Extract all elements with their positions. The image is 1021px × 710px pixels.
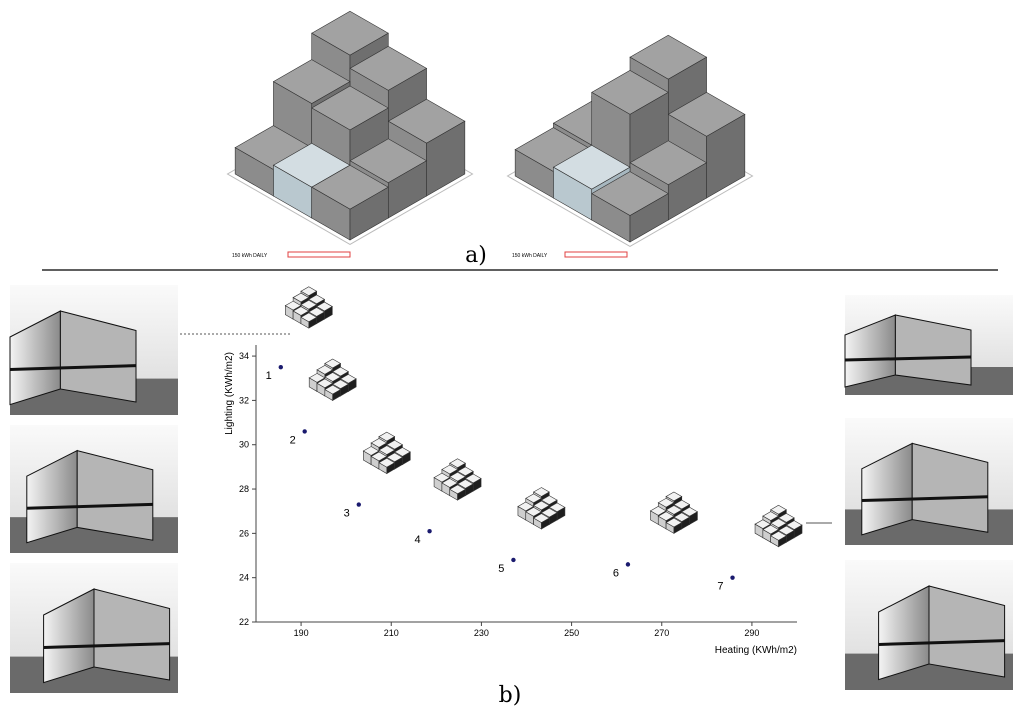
y-tick-label: 32 — [239, 395, 249, 405]
render-mass — [928, 585, 1006, 678]
mass-face — [556, 506, 566, 521]
render-edge — [9, 364, 137, 371]
mass-face — [793, 524, 803, 539]
x-tick-label: 190 — [294, 628, 309, 638]
mass-face — [548, 512, 558, 525]
mass-face — [472, 478, 482, 492]
y-axis-label: Lighting (KWh/m2) — [224, 352, 235, 435]
mass-face — [308, 316, 317, 329]
mass-face — [786, 529, 795, 543]
point-label: 5 — [498, 563, 504, 575]
render-edge — [844, 355, 972, 362]
y-tick-label: 34 — [239, 351, 249, 361]
y-tick-label: 28 — [239, 484, 249, 494]
render-mass — [93, 588, 171, 681]
mass-face — [541, 517, 550, 530]
mass-face — [673, 522, 683, 534]
mass-face — [402, 451, 411, 466]
render-edge — [861, 495, 988, 503]
x-tick-label: 290 — [744, 628, 759, 638]
x-axis-label: Heating (KWh/m2) — [715, 645, 797, 656]
data-point — [625, 562, 631, 567]
mass-face — [778, 535, 787, 548]
render-mass — [59, 310, 137, 403]
mass-face — [681, 516, 690, 530]
y-tick-label: 30 — [239, 440, 249, 450]
mass-face — [340, 383, 349, 397]
mass-face — [667, 162, 707, 221]
legend-text: 150 kWh DAILY — [232, 253, 268, 259]
render-mass — [76, 449, 154, 541]
data-point — [427, 528, 432, 534]
render-edge — [43, 642, 170, 649]
point-label: 2 — [290, 434, 296, 446]
data-point — [730, 575, 735, 580]
x-tick-label: 210 — [384, 628, 399, 638]
render-edge — [26, 502, 153, 510]
mass-face — [465, 483, 474, 497]
mass-face — [324, 306, 333, 320]
render-mass — [894, 314, 972, 386]
data-point — [302, 429, 307, 434]
data-point — [511, 557, 516, 563]
x-tick-label: 250 — [564, 628, 579, 638]
point-label: 4 — [414, 534, 420, 546]
panel-label: a) — [465, 243, 487, 268]
mass-face — [332, 389, 341, 401]
render-edge — [878, 639, 1005, 646]
legend-bar — [287, 251, 351, 258]
y-tick-label: 22 — [239, 617, 249, 627]
point-label: 7 — [717, 581, 723, 593]
point-label: 3 — [344, 508, 350, 520]
mass-face — [348, 378, 357, 392]
mass-face — [316, 311, 325, 325]
data-point — [278, 364, 283, 370]
panel-label: b) — [499, 683, 522, 708]
x-tick-label: 230 — [474, 628, 489, 638]
mass-face — [349, 186, 389, 241]
legend-text: 150 kWh DAILY — [512, 253, 548, 259]
y-tick-label: 26 — [239, 528, 249, 538]
data-point — [356, 502, 361, 507]
point-label: 6 — [613, 567, 619, 579]
mass-face — [387, 160, 427, 219]
point-label: 1 — [266, 370, 272, 382]
mass-face — [706, 113, 746, 199]
mass-face — [629, 193, 669, 243]
mass-face — [394, 456, 403, 470]
mass-face — [386, 462, 395, 475]
mass-face — [689, 511, 698, 525]
mass-face — [457, 488, 466, 501]
x-tick-label: 270 — [654, 628, 669, 638]
y-tick-label: 24 — [239, 573, 249, 583]
mass-face — [426, 120, 466, 197]
legend-bar — [564, 251, 628, 258]
render-mass — [911, 442, 989, 533]
